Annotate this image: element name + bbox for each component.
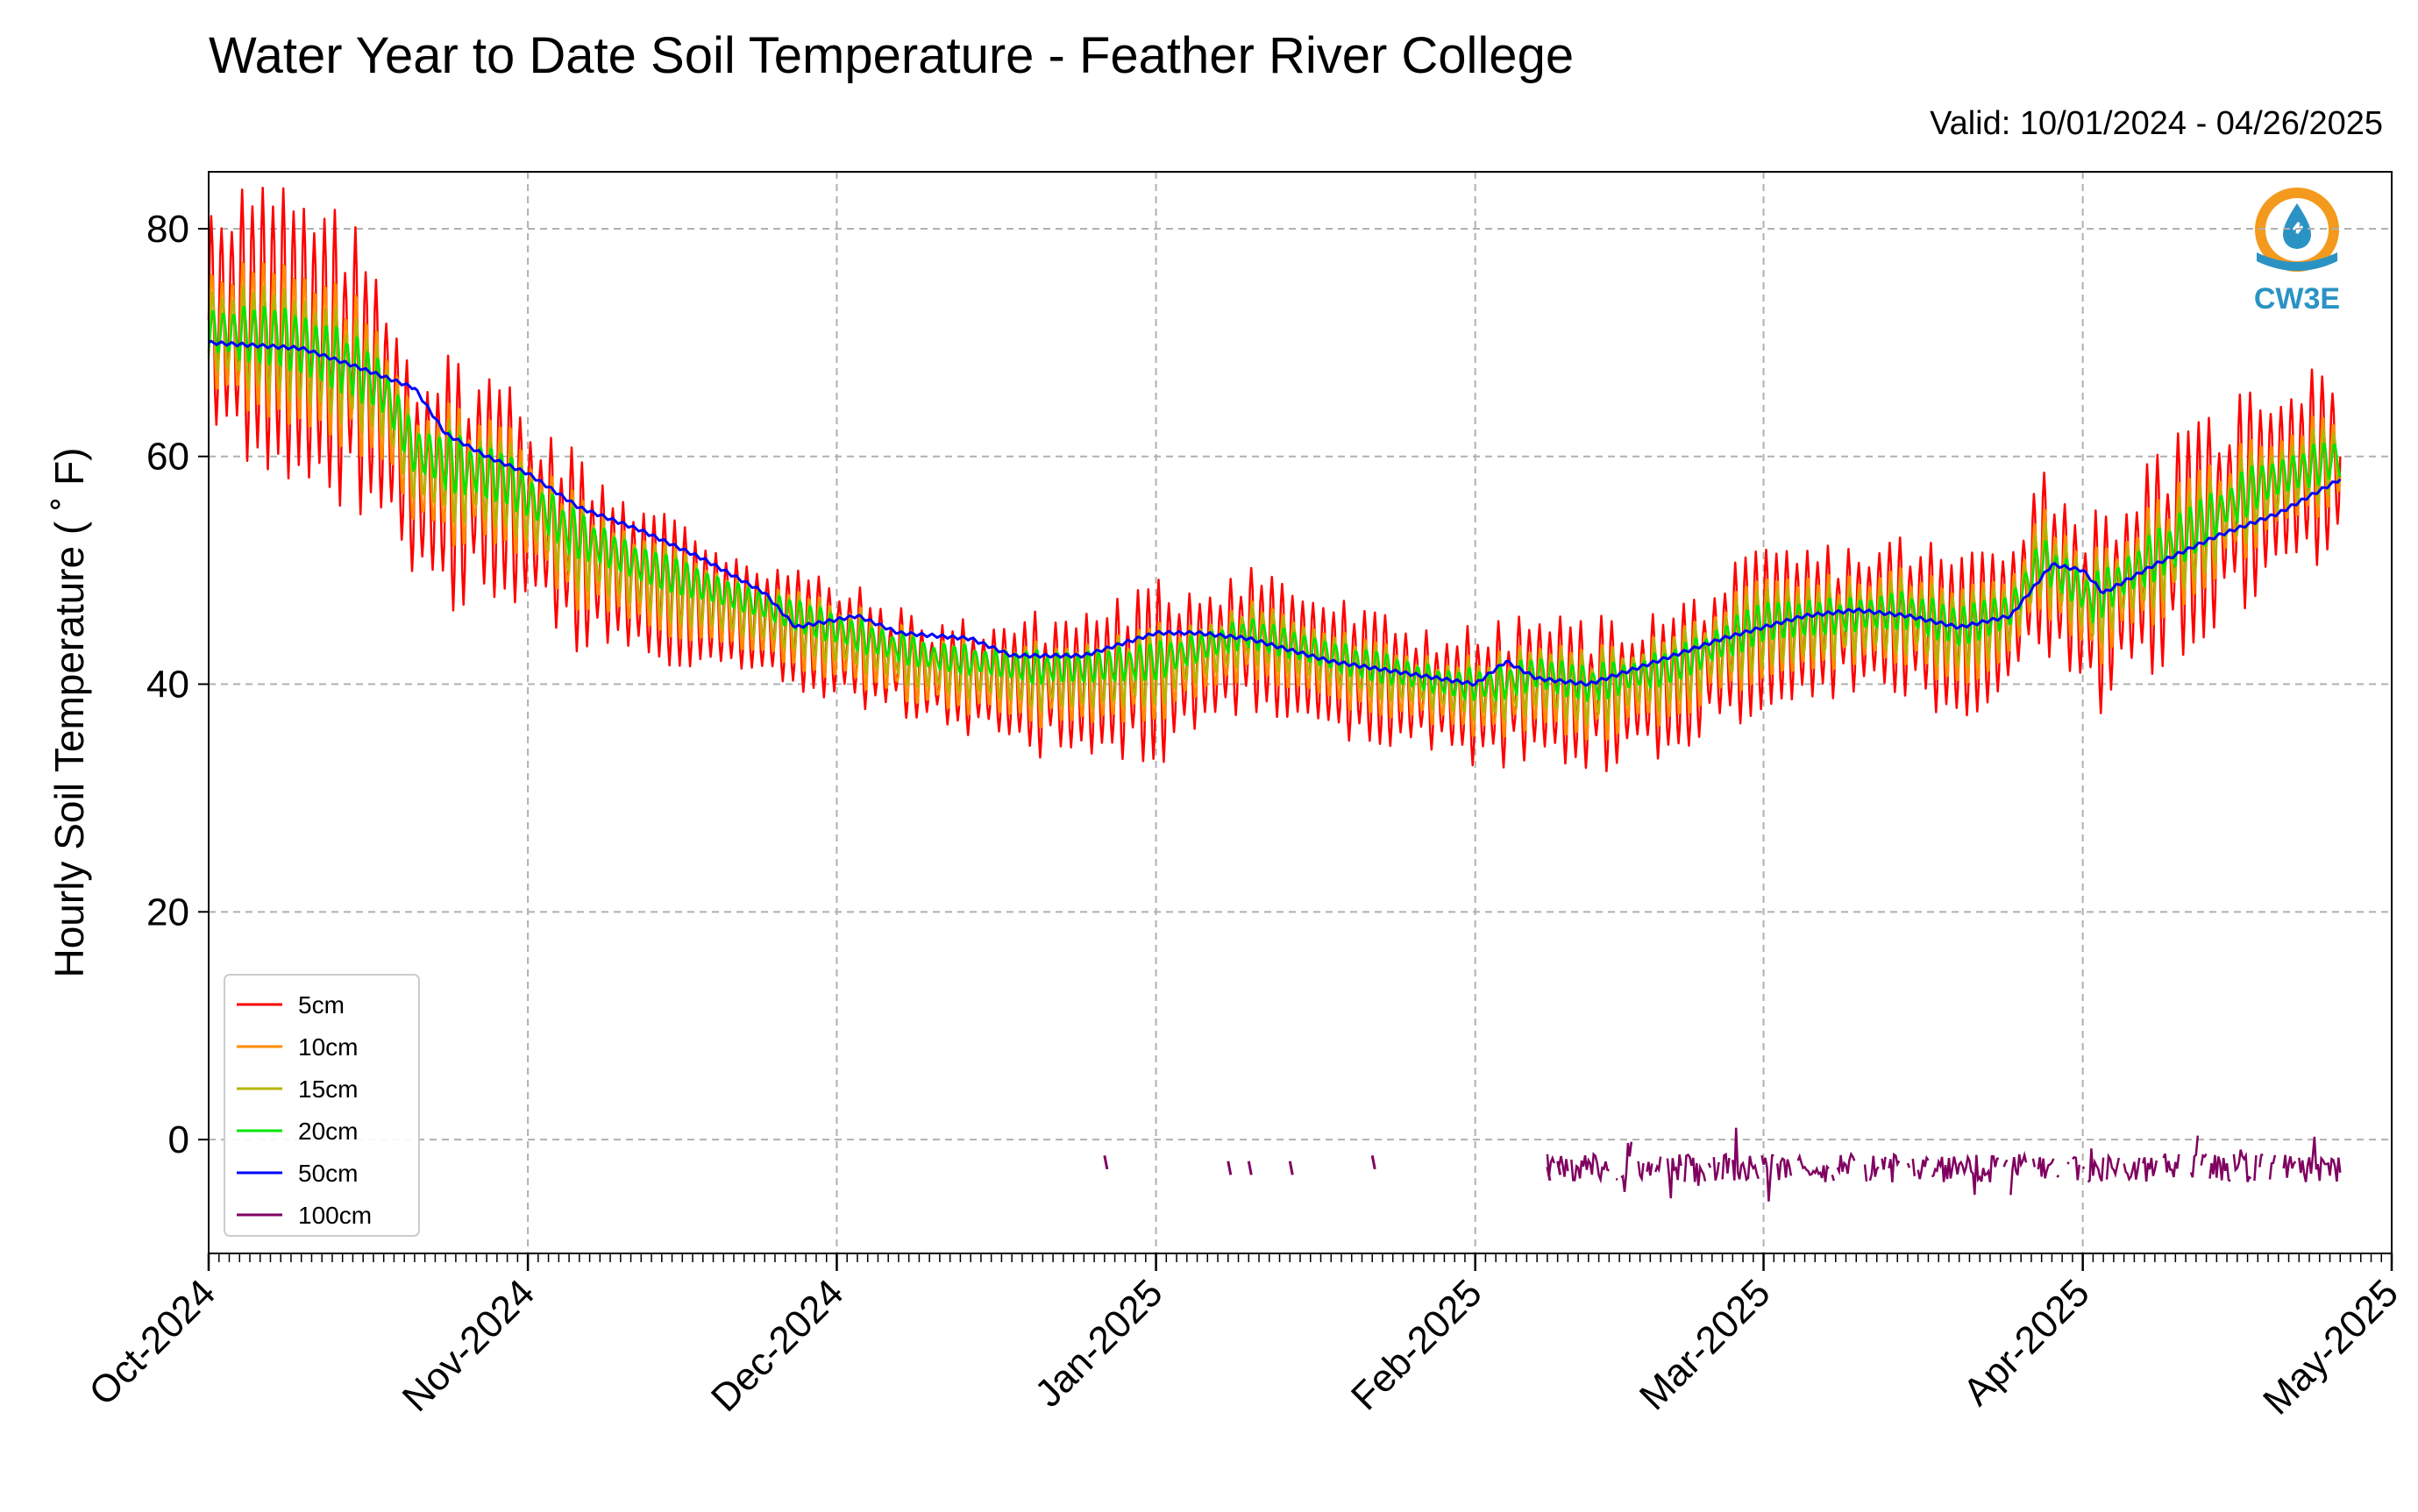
series-line-20cm <box>207 305 2342 702</box>
legend-label-10cm: 10cm <box>298 1033 358 1061</box>
series-100cm-mark <box>1288 1161 1294 1175</box>
series-100cm-segment <box>2105 1153 2121 1180</box>
series-100cm-segment <box>2162 1153 2180 1178</box>
series-100cm-segment <box>1775 1156 1793 1181</box>
series-100cm-segment <box>1863 1164 1868 1182</box>
series-100cm-segment <box>2123 1157 2141 1182</box>
series-100cm-segment <box>2072 1155 2080 1181</box>
series-100cm-segment <box>1836 1151 1856 1176</box>
series-100cm-segment <box>1721 1152 1731 1180</box>
legend-box <box>224 974 420 1237</box>
series-100cm-segment <box>1760 1154 1774 1202</box>
series-line-50cm <box>208 339 2342 687</box>
x-tick-label: Feb-2025 <box>1343 1271 1490 1418</box>
series-100cm-segment <box>2298 1136 2342 1182</box>
series-100cm-segment <box>1868 1155 1880 1182</box>
cw3e-logo-text: CW3E <box>2253 282 2341 316</box>
series-100cm-segment <box>1732 1127 1760 1182</box>
legend-label-50cm: 50cm <box>298 1160 358 1187</box>
series-100cm-segment <box>1546 1154 1555 1177</box>
series-100cm-segment <box>1796 1153 1830 1182</box>
series-lines <box>207 186 2342 1202</box>
series-100cm-segment <box>1707 1162 1712 1168</box>
series-100cm-segment <box>2208 1154 2231 1182</box>
series-100cm-mark <box>1370 1155 1376 1170</box>
chart-subtitle: Valid: 10/01/2024 - 04/26/2025 <box>1930 105 2383 142</box>
series-100cm-segment <box>1654 1156 1662 1174</box>
series-100cm-mark <box>1556 1161 1562 1175</box>
x-tick-label: Apr-2025 <box>1955 1271 2098 1414</box>
legend-label-5cm: 5cm <box>298 991 345 1019</box>
x-tick-label: Jan-2025 <box>1027 1271 1170 1415</box>
grid-lines <box>209 172 2392 1253</box>
cw3e-logo <box>2255 188 2339 272</box>
x-tick-label: Mar-2025 <box>1632 1271 1779 1418</box>
series-100cm-segment <box>1556 1155 1569 1177</box>
series-100cm-segment <box>2031 1158 2037 1168</box>
series-100cm-segment <box>2009 1150 2028 1196</box>
series-100cm-segment <box>1620 1141 1633 1192</box>
legend-label-15cm: 15cm <box>298 1075 358 1103</box>
series-100cm-segment <box>1911 1158 1917 1177</box>
series-100cm-segment <box>1637 1161 1645 1182</box>
y-tick-label: 0 <box>168 1118 189 1161</box>
series-100cm-segment <box>1917 1154 1930 1180</box>
legend: 5cm 10cm 15cm 20cm 50cm 100cm <box>224 974 420 1237</box>
series-100cm-segment <box>1615 1177 1618 1181</box>
series-100cm-segment <box>1931 1154 2000 1196</box>
chart-title: Water Year to Date Soil Temperature - Fe… <box>209 27 1575 84</box>
series-100cm-mark <box>1227 1161 1233 1175</box>
y-tick-label: 20 <box>146 891 189 933</box>
series-100cm-segment <box>1888 1152 1901 1182</box>
series-100cm-segment <box>1683 1153 1707 1186</box>
series-100cm-segment <box>1570 1152 1611 1184</box>
series-100cm-segment <box>2258 1153 2264 1168</box>
series-100cm-segment <box>2253 1155 2258 1182</box>
series-100cm-segment <box>2141 1157 2158 1182</box>
x-tick-label: Oct-2024 <box>81 1271 224 1414</box>
x-tick-label: May-2025 <box>2255 1271 2407 1423</box>
y-axis-label: Hourly Soil Temperature ( ˚ F) <box>46 448 92 978</box>
series-100cm-segment <box>2087 1148 2105 1183</box>
series-100cm-mark <box>1103 1155 1109 1170</box>
series-100cm-mark <box>1247 1161 1253 1175</box>
x-tick-label: Nov-2024 <box>395 1271 544 1420</box>
x-tick-label: Dec-2024 <box>703 1271 852 1420</box>
series-100cm-segment <box>1881 1156 1887 1170</box>
series-100cm-segment <box>2002 1159 2009 1168</box>
y-tick-label: 60 <box>146 436 189 479</box>
y-tick-label: 40 <box>146 664 189 706</box>
series-100cm-segment <box>1646 1161 1653 1176</box>
series-100cm-segment <box>2200 1153 2208 1166</box>
legend-label-20cm: 20cm <box>298 1118 358 1145</box>
series-100cm-segment <box>2066 1161 2070 1165</box>
series-100cm-segment <box>2232 1149 2252 1182</box>
series-100cm-segment <box>2268 1154 2277 1180</box>
series-100cm-segment <box>2037 1157 2055 1179</box>
series-100cm-segment <box>1831 1175 1835 1182</box>
legend-label-100cm: 100cm <box>298 1202 372 1229</box>
series-line-100cm <box>1103 1127 2342 1202</box>
plot-frame <box>208 171 2393 1254</box>
y-tick-label: 80 <box>146 208 189 251</box>
series-100cm-segment <box>2056 1175 2060 1178</box>
series-100cm-segment <box>1712 1157 1720 1181</box>
series-100cm-segment <box>1666 1154 1682 1199</box>
series-100cm-segment <box>2189 1135 2200 1178</box>
series-100cm-segment <box>1906 1162 1911 1168</box>
series-100cm-segment <box>2282 1154 2297 1178</box>
